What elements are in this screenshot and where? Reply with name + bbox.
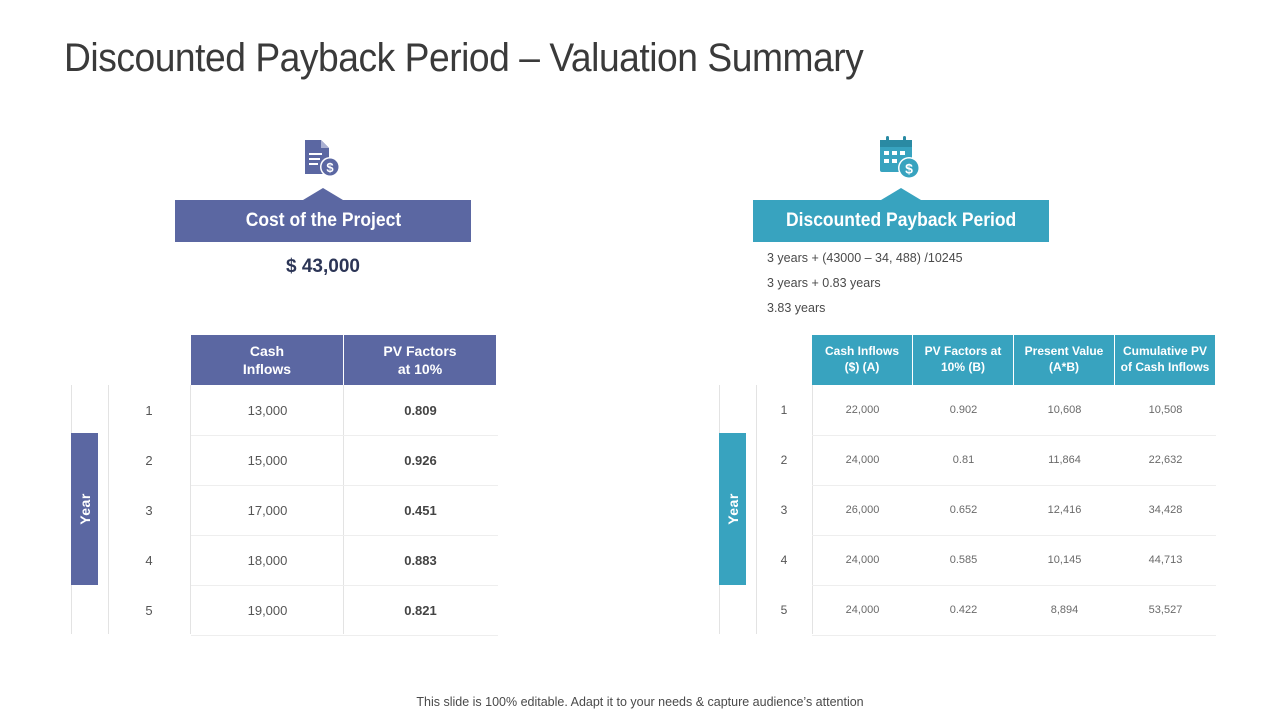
table-row: 5 19,000 0.821 — [145, 585, 498, 636]
svg-text:$: $ — [905, 161, 913, 177]
year-cell: 4 — [780, 553, 788, 567]
pv-factor-cell: 0.451 — [404, 502, 437, 518]
cash-inflow-cell: 24,000 — [845, 554, 880, 566]
year-cell: 3 — [780, 503, 788, 517]
cumulative-pv-cell: 53,527 — [1148, 604, 1183, 616]
table-row: 2 15,000 0.926 — [145, 435, 498, 486]
cash-inflow-cell: 15,000 — [247, 452, 288, 468]
year-axis-label: Year — [71, 433, 98, 585]
table-row: 1 13,000 0.809 — [145, 385, 498, 436]
year-cell: 5 — [145, 602, 153, 618]
present-value-cell: 10,608 — [1047, 404, 1082, 416]
year-cell: 1 — [145, 402, 153, 418]
pv-factor-cell: 0.809 — [404, 402, 437, 418]
payback-calculation: 3 years + (43000 – 34, 488) /10245 3 yea… — [767, 250, 963, 325]
table-row: 3 26,000 0.652 12,416 34,428 — [781, 485, 1216, 536]
table-row: 4 18,000 0.883 — [145, 535, 498, 586]
column-header-pv-factors: PV Factors at 10% — [344, 335, 497, 385]
year-cell: 2 — [780, 453, 788, 467]
cost-of-project-label: Cost of the Project — [245, 210, 401, 231]
present-value-cell: 10,145 — [1047, 554, 1082, 566]
banner-notch — [881, 188, 921, 200]
cumulative-pv-cell: 10,508 — [1148, 404, 1183, 416]
cash-inflow-cell: 17,000 — [247, 502, 288, 518]
pv-factor-cell: 0.652 — [949, 504, 978, 516]
year-cell: 4 — [145, 552, 153, 568]
calc-line: 3 years + (43000 – 34, 488) /10245 — [767, 251, 963, 265]
pv-factor-cell: 0.926 — [404, 452, 437, 468]
cash-inflow-cell: 13,000 — [247, 402, 288, 418]
cumulative-pv-cell: 44,713 — [1148, 554, 1183, 566]
cash-inflow-cell: 22,000 — [845, 404, 880, 416]
cumulative-pv-cell: 34,428 — [1148, 504, 1183, 516]
cumulative-pv-table: Cash Inflows ($) (A) PV Factors at 10% (B)… — [719, 335, 1216, 636]
banner-notch — [303, 188, 343, 200]
pv-factor-cell: 0.902 — [949, 404, 978, 416]
year-cell: 2 — [145, 452, 153, 468]
svg-text:$: $ — [326, 160, 334, 175]
year-axis-label: Year — [719, 433, 746, 585]
pv-factor-cell: 0.422 — [949, 604, 978, 616]
column-header-pv-factors: PV Factors at 10% (B) — [913, 335, 1014, 385]
table-border-year-col — [756, 385, 757, 634]
discounted-payback-banner: Discounted Payback Period — [753, 188, 1049, 242]
page-title: Discounted Payback Period – Valuation Su… — [64, 36, 864, 80]
table-border-year-col — [108, 385, 109, 634]
pv-factor-cell: 0.883 — [404, 552, 437, 568]
table-border-index-col — [190, 385, 191, 634]
column-header-cash-inflows: Cash Inflows — [191, 335, 344, 385]
cash-inflow-cell: 26,000 — [845, 504, 880, 516]
calc-line: 3.83 years — [767, 301, 826, 315]
discounted-payback-label: Discounted Payback Period — [785, 210, 1017, 231]
year-cell: 5 — [780, 603, 788, 617]
present-value-cell: 8,894 — [1050, 604, 1079, 616]
table-border-index-col — [812, 385, 813, 634]
table-row: 3 17,000 0.451 — [145, 485, 498, 536]
cumulative-pv-cell: 22,632 — [1148, 454, 1183, 466]
project-cost-value: $ 43,000 — [286, 256, 360, 277]
table-row: 4 24,000 0.585 10,145 44,713 — [781, 535, 1216, 586]
column-header-cash-inflows: Cash Inflows ($) (A) — [812, 335, 913, 385]
table-row: 5 24,000 0.422 8,894 53,527 — [781, 585, 1216, 636]
cash-inflow-cell: 19,000 — [247, 602, 288, 618]
present-value-cell: 11,864 — [1048, 454, 1081, 466]
column-header-cumulative-pv: Cumulative PV of Cash Inflows — [1115, 335, 1216, 385]
table-border-cash-col — [343, 385, 344, 634]
calendar-dollar-icon: $ — [878, 134, 924, 182]
table-row: 2 24,000 0.81 11,864 22,632 — [781, 435, 1216, 486]
cash-inflow-cell: 18,000 — [247, 552, 288, 568]
footer-note: This slide is 100% editable. Adapt it to… — [416, 695, 864, 709]
year-cell: 1 — [780, 403, 788, 417]
calc-line: 3 years + 0.83 years — [767, 276, 881, 290]
cash-inflows-table: Cash Inflows PV Factors at 10% Year 1 13,00… — [71, 335, 498, 636]
cost-of-project-banner: Cost of the Project — [175, 188, 471, 242]
pv-factor-cell: 0.81 — [952, 454, 975, 466]
pv-factor-cell: 0.585 — [949, 554, 978, 566]
document-dollar-icon: $ — [302, 138, 344, 180]
year-cell: 3 — [145, 502, 153, 518]
present-value-cell: 12,416 — [1047, 504, 1082, 516]
cash-inflow-cell: 24,000 — [845, 604, 880, 616]
table-row: 1 22,000 0.902 10,608 10,508 — [781, 385, 1216, 436]
column-header-present-value: Present Value (A*B) — [1014, 335, 1115, 385]
cash-inflow-cell: 24,000 — [845, 454, 880, 466]
pv-factor-cell: 0.821 — [404, 602, 437, 618]
